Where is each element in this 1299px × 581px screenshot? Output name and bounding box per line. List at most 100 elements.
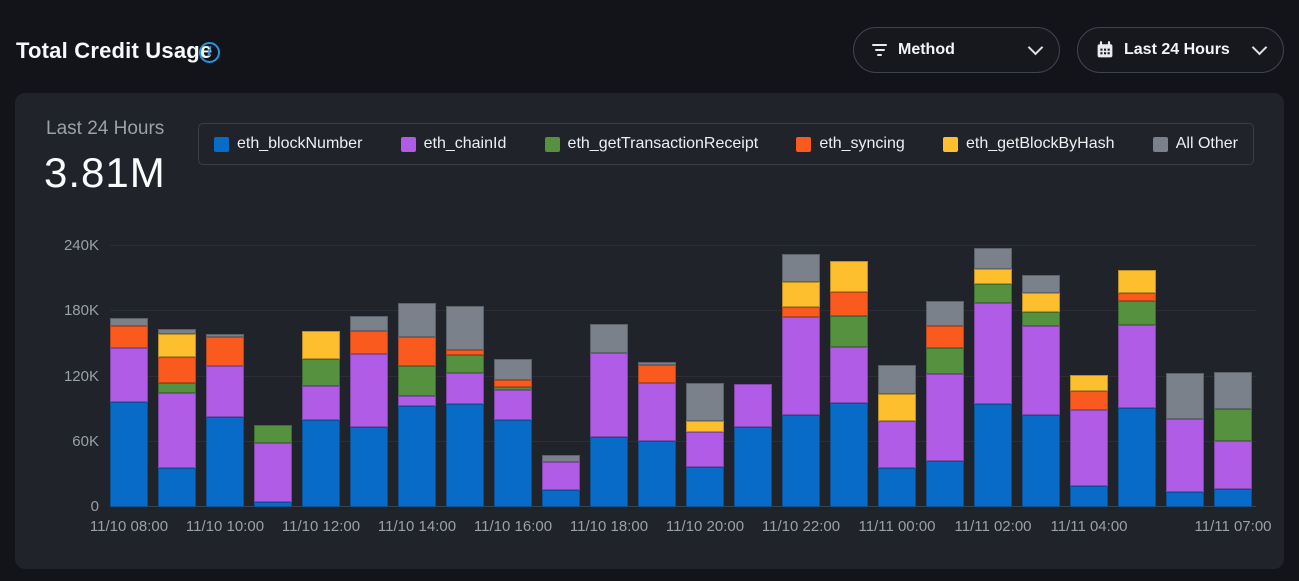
bar-segment[interactable] [302, 359, 340, 387]
bar-segment[interactable] [926, 326, 964, 349]
bar-segment[interactable] [830, 315, 868, 348]
bar-segment[interactable] [398, 365, 436, 397]
bar-segment[interactable] [734, 384, 772, 427]
bar-segment[interactable] [974, 403, 1012, 507]
bar-segment[interactable] [1118, 269, 1156, 293]
bar-segment[interactable] [1022, 326, 1060, 415]
bar-segment[interactable] [158, 334, 196, 357]
bar-segment[interactable] [1166, 373, 1204, 419]
bar-segment[interactable] [1070, 486, 1108, 507]
bar-segment[interactable] [974, 268, 1012, 285]
bar-segment[interactable] [1214, 409, 1252, 441]
info-icon[interactable]: i [199, 42, 220, 63]
bar-segment[interactable] [398, 396, 436, 406]
bar-segment[interactable] [254, 425, 292, 443]
bar-segment[interactable] [590, 352, 628, 438]
bar-segment[interactable] [878, 393, 916, 422]
bar-segment[interactable] [830, 347, 868, 403]
bar-segment[interactable] [1214, 440, 1252, 489]
bar-segment[interactable] [782, 306, 820, 317]
bar-segment[interactable] [590, 324, 628, 353]
bar-segment[interactable] [1214, 488, 1252, 507]
bar-segment[interactable] [1166, 491, 1204, 507]
bar-segment[interactable] [206, 334, 244, 338]
bar-segment[interactable] [686, 466, 724, 507]
bar-segment[interactable] [398, 302, 436, 338]
bar-segment[interactable] [974, 284, 1012, 303]
bar-segment[interactable] [494, 420, 532, 507]
bar-segment[interactable] [158, 356, 196, 384]
bar-segment[interactable] [1118, 325, 1156, 409]
legend-item-eth_blockNumber[interactable]: eth_blockNumber [214, 135, 362, 153]
bar-segment[interactable] [1022, 414, 1060, 507]
bar-segment[interactable] [350, 353, 388, 427]
bar-segment[interactable] [206, 337, 244, 366]
bar-segment[interactable] [878, 421, 916, 468]
bar-segment[interactable] [158, 328, 196, 335]
bar-segment[interactable] [1022, 312, 1060, 327]
bar-segment[interactable] [110, 317, 148, 327]
legend-item-All Other[interactable]: All Other [1152, 135, 1238, 153]
bar-segment[interactable] [206, 416, 244, 507]
bar-segment[interactable] [590, 437, 628, 507]
time-range-button[interactable]: Last 24 Hours [1077, 27, 1284, 73]
bar-segment[interactable] [830, 402, 868, 507]
bar-segment[interactable] [302, 386, 340, 420]
legend-item-eth_chainId[interactable]: eth_chainId [400, 135, 506, 153]
bar-segment[interactable] [350, 315, 388, 331]
bar-segment[interactable] [158, 467, 196, 507]
bar-segment[interactable] [1214, 372, 1252, 410]
bar-segment[interactable] [926, 348, 964, 375]
bar-segment[interactable] [350, 426, 388, 507]
bar-segment[interactable] [782, 281, 820, 307]
legend-item-eth_getTransactionReceipt[interactable]: eth_getTransactionReceipt [544, 135, 758, 153]
bar-segment[interactable] [542, 454, 580, 463]
bar-segment[interactable] [206, 365, 244, 417]
bar-segment[interactable] [1022, 275, 1060, 293]
method-filter-button[interactable]: Method [853, 27, 1060, 73]
bar-segment[interactable] [686, 431, 724, 467]
bar-segment[interactable] [446, 373, 484, 404]
bar-segment[interactable] [446, 403, 484, 507]
bar-segment[interactable] [1070, 390, 1108, 411]
bar-segment[interactable] [926, 461, 964, 507]
bar-segment[interactable] [638, 364, 676, 384]
bar-segment[interactable] [110, 348, 148, 402]
bar-segment[interactable] [254, 442, 292, 502]
bar-segment[interactable] [734, 426, 772, 507]
bar-segment[interactable] [974, 248, 1012, 269]
bar-segment[interactable] [1166, 418, 1204, 492]
bar-segment[interactable] [686, 383, 724, 422]
bar-segment[interactable] [1118, 292, 1156, 302]
bar-segment[interactable] [830, 261, 868, 292]
bar-segment[interactable] [158, 383, 196, 393]
bar-segment[interactable] [782, 316, 820, 415]
legend-item-eth_syncing[interactable]: eth_syncing [796, 135, 905, 153]
bar-segment[interactable] [974, 302, 1012, 404]
bar-segment[interactable] [302, 420, 340, 507]
bar-segment[interactable] [398, 405, 436, 507]
bar-segment[interactable] [1118, 408, 1156, 507]
bar-segment[interactable] [782, 414, 820, 507]
bar-segment[interactable] [638, 362, 676, 365]
bar-segment[interactable] [110, 326, 148, 349]
bar-segment[interactable] [110, 401, 148, 507]
bar-segment[interactable] [638, 383, 676, 441]
bar-segment[interactable] [1118, 301, 1156, 326]
bar-segment[interactable] [830, 291, 868, 316]
bar-segment[interactable] [350, 330, 388, 354]
bar-segment[interactable] [302, 330, 340, 360]
bar-segment[interactable] [158, 392, 196, 468]
bar-segment[interactable] [446, 305, 484, 351]
bar-segment[interactable] [878, 467, 916, 507]
bar-segment[interactable] [446, 350, 484, 355]
bar-segment[interactable] [254, 501, 292, 507]
bar-segment[interactable] [1070, 375, 1108, 391]
bar-segment[interactable] [638, 440, 676, 507]
bar-segment[interactable] [686, 421, 724, 432]
bar-segment[interactable] [926, 301, 964, 327]
bar-segment[interactable] [494, 387, 532, 390]
bar-segment[interactable] [542, 462, 580, 490]
bar-segment[interactable] [782, 253, 820, 282]
bar-segment[interactable] [926, 374, 964, 462]
